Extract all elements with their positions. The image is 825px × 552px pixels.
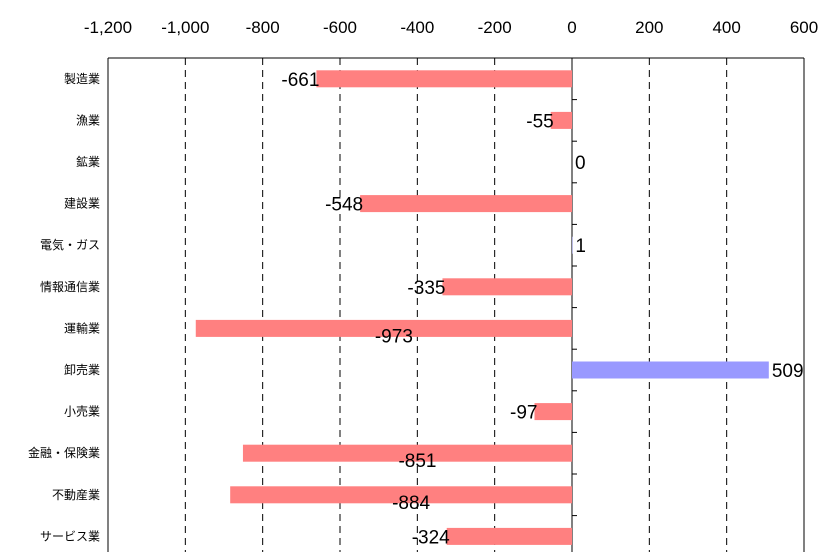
category-label: 鉱業 (76, 154, 100, 169)
category-label: 電気・ガス (40, 237, 100, 252)
data-label: -335 (407, 278, 445, 299)
x-tick-label: -1,000 (161, 18, 209, 37)
bar (534, 403, 572, 421)
category-label: 製造業 (64, 72, 100, 86)
data-label: -973 (375, 326, 413, 347)
bar (316, 70, 572, 88)
x-tick-label: -1,200 (84, 18, 132, 37)
data-label: 509 (772, 361, 804, 382)
data-label: 0 (575, 153, 586, 174)
labels: -1,200 -1,000 -800 -600 -400 -200 0 200 400 600 製造… (28, 18, 818, 548)
bar (195, 319, 573, 337)
axes (107, 57, 805, 552)
data-label: -324 (412, 527, 450, 548)
bar (442, 278, 572, 296)
bars (195, 70, 769, 545)
data-label: -548 (325, 195, 363, 216)
bar (550, 111, 572, 129)
category-label: 情報通信業 (40, 280, 100, 294)
category-label: 金融・保険業 (28, 445, 100, 460)
category-label: 小売業 (64, 404, 100, 419)
x-tick-label: 200 (635, 18, 663, 37)
x-tick-label: -400 (400, 18, 434, 37)
data-label: -661 (281, 70, 319, 91)
data-label: -97 (510, 403, 537, 424)
category-label: 漁業 (76, 113, 100, 127)
x-tick-label: -600 (323, 18, 357, 37)
bar (572, 361, 769, 379)
x-tick-label: 0 (567, 18, 576, 37)
bar (446, 527, 572, 545)
category-label: 不動産業 (52, 487, 100, 502)
data-label: -884 (392, 493, 430, 514)
x-tick-label: -800 (246, 18, 280, 37)
data-label: -851 (398, 451, 436, 472)
bar (360, 195, 572, 213)
category-label: 建設業 (64, 196, 100, 211)
data-label: 1 (575, 236, 586, 257)
x-tick-label: -200 (478, 18, 512, 37)
category-label: 運輸業 (64, 320, 100, 335)
category-label: 卸売業 (64, 362, 100, 377)
category-label: サービス業 (40, 529, 100, 543)
gridlines (184, 58, 728, 552)
data-label: -55 (526, 111, 553, 132)
x-tick-label: 600 (790, 18, 818, 37)
bar (242, 444, 573, 462)
x-tick-label: 400 (712, 18, 740, 37)
bar (230, 486, 573, 504)
